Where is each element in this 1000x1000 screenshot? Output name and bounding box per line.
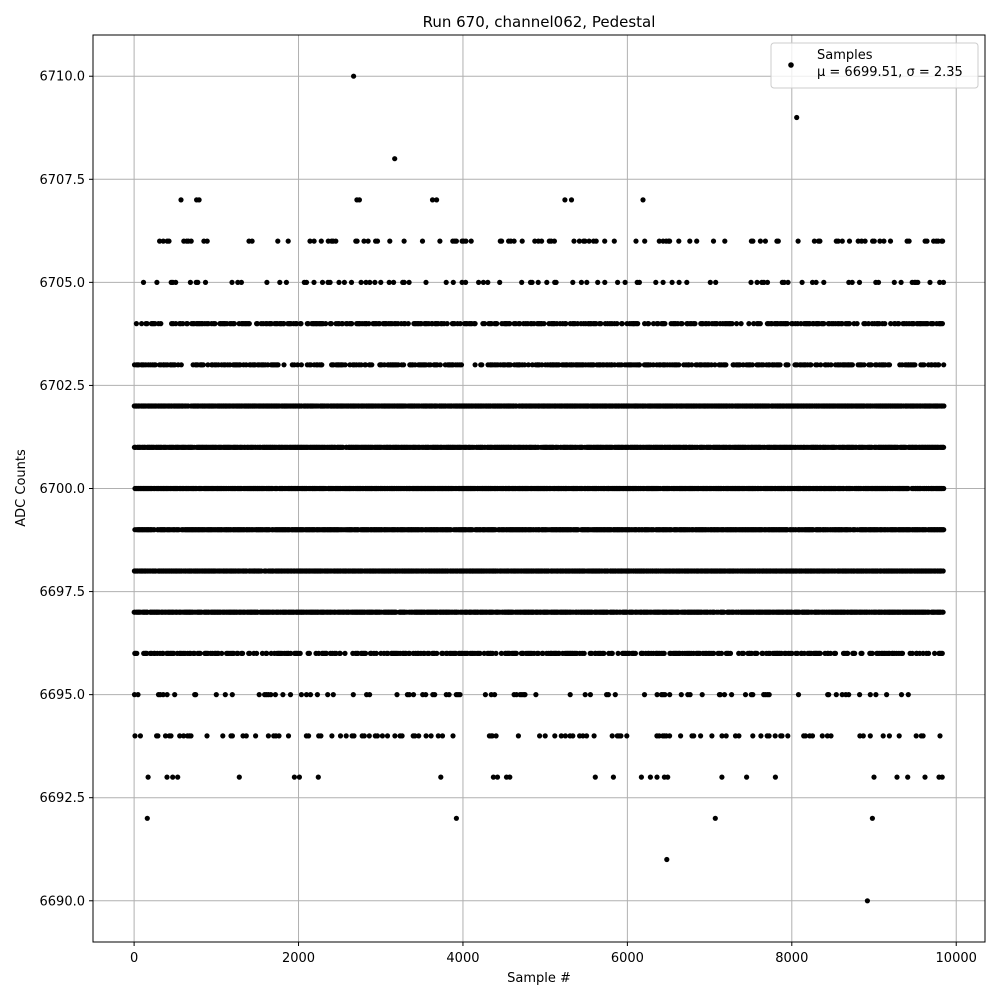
data-point	[940, 609, 946, 615]
data-points	[131, 73, 947, 904]
data-point	[941, 444, 947, 450]
data-point	[941, 485, 947, 492]
data-point	[941, 527, 947, 533]
data-point	[940, 568, 946, 574]
